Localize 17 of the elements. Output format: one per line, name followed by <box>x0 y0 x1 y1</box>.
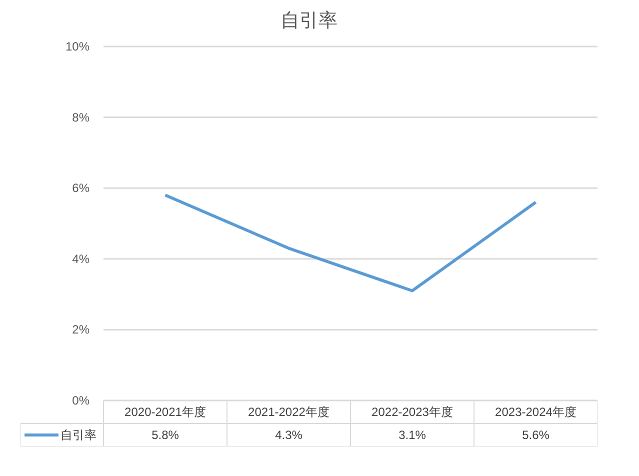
x-tick-label: 2022-2023年度 <box>372 405 453 419</box>
x-tick-label: 2023-2024年度 <box>495 405 576 419</box>
data-label: 5.6% <box>522 428 550 442</box>
y-tick-label: 8% <box>72 110 90 124</box>
chart-title: 自引率 <box>280 10 338 32</box>
line-series <box>164 194 538 292</box>
y-tick-label: 2% <box>72 322 90 337</box>
y-tick-label: 10% <box>65 40 90 54</box>
data-label: 3.1% <box>398 428 426 442</box>
y-tick-label: 0% <box>72 394 90 408</box>
data-label: 5.8% <box>152 428 180 442</box>
x-tick-label: 2020-2021年度 <box>124 405 206 419</box>
x-tick-label: 2021-2022年度 <box>248 405 330 419</box>
legend-label: 自引率 <box>60 428 96 442</box>
y-tick-label: 4% <box>72 252 90 266</box>
data-label: 4.3% <box>275 428 303 442</box>
y-tick-label: 6% <box>72 181 90 196</box>
